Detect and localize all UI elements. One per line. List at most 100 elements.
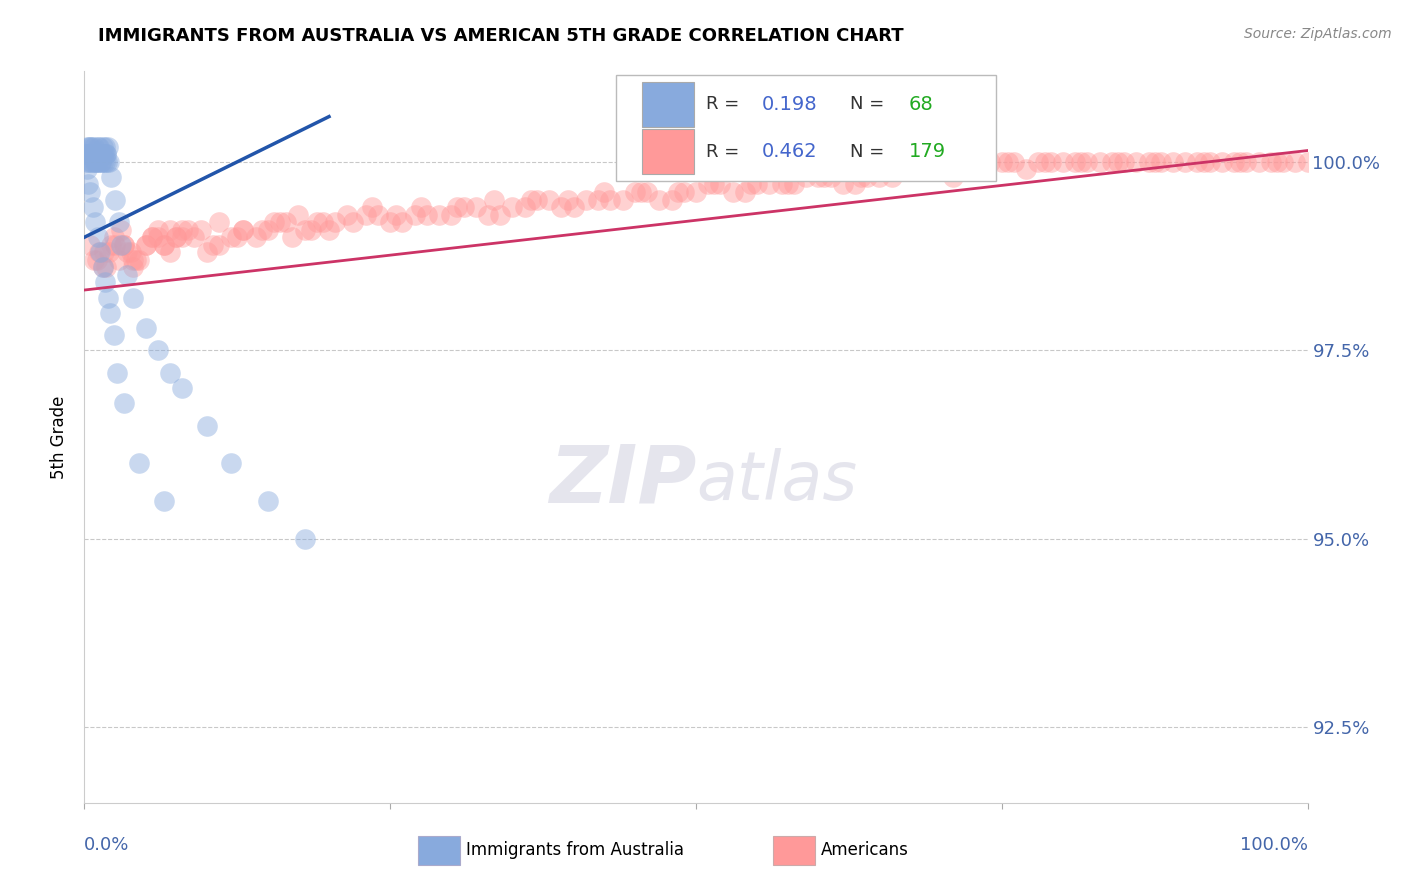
Point xyxy=(550,200,572,214)
Point xyxy=(257,494,280,508)
Point xyxy=(1265,154,1288,169)
Point xyxy=(165,230,187,244)
Point xyxy=(1272,154,1295,169)
Point xyxy=(100,169,122,184)
Text: 0.462: 0.462 xyxy=(762,142,818,161)
Point xyxy=(1101,154,1123,169)
Point xyxy=(82,147,104,161)
Point xyxy=(703,178,725,192)
Point xyxy=(991,154,1014,169)
Point xyxy=(76,140,98,154)
Point xyxy=(526,193,548,207)
Point xyxy=(1076,154,1098,169)
Point xyxy=(104,237,127,252)
Point xyxy=(299,223,322,237)
Point xyxy=(856,169,879,184)
Point xyxy=(122,260,145,275)
Point xyxy=(96,260,118,275)
Point xyxy=(80,154,103,169)
Point xyxy=(464,200,486,214)
Point xyxy=(153,494,176,508)
Point xyxy=(1070,154,1092,169)
Point xyxy=(146,230,169,244)
Point xyxy=(125,252,148,267)
Point xyxy=(86,252,108,267)
Point xyxy=(146,343,169,358)
Point xyxy=(93,147,115,161)
Point xyxy=(128,252,150,267)
Point xyxy=(208,215,231,229)
Point xyxy=(84,154,107,169)
Point xyxy=(232,223,254,237)
Point xyxy=(538,193,561,207)
Text: Americans: Americans xyxy=(821,841,908,859)
Point xyxy=(112,237,135,252)
Point xyxy=(257,223,280,237)
Point xyxy=(807,169,830,184)
Point xyxy=(758,178,780,192)
Point xyxy=(141,230,163,244)
Point xyxy=(575,193,598,207)
Point xyxy=(599,193,621,207)
Point xyxy=(146,223,169,237)
Point xyxy=(446,200,468,214)
Point xyxy=(380,215,402,229)
Point xyxy=(153,237,176,252)
Point xyxy=(183,230,205,244)
Point xyxy=(97,154,120,169)
Point xyxy=(709,178,731,192)
Point xyxy=(849,169,872,184)
Point xyxy=(94,154,117,169)
Text: Immigrants from Australia: Immigrants from Australia xyxy=(465,841,683,859)
Text: N =: N = xyxy=(851,143,884,161)
Point xyxy=(776,178,799,192)
Point xyxy=(128,457,150,471)
Point xyxy=(77,178,100,192)
Point xyxy=(100,237,122,252)
Point xyxy=(104,193,127,207)
Point xyxy=(323,215,346,229)
Point xyxy=(1028,154,1050,169)
Point xyxy=(409,200,432,214)
Point xyxy=(91,140,114,154)
Point xyxy=(172,223,194,237)
Point xyxy=(440,208,463,222)
Point xyxy=(942,169,965,184)
Point xyxy=(77,140,100,154)
Point xyxy=(630,185,652,199)
Point xyxy=(276,215,298,229)
Point xyxy=(404,208,426,222)
Point xyxy=(360,200,382,214)
FancyBboxPatch shape xyxy=(419,837,460,865)
Point xyxy=(1039,154,1062,169)
Point xyxy=(813,169,835,184)
Point xyxy=(1033,154,1056,169)
Point xyxy=(75,147,97,161)
Point xyxy=(83,140,105,154)
Point xyxy=(77,154,100,169)
Point xyxy=(269,215,291,229)
Point xyxy=(87,140,110,154)
Point xyxy=(312,215,335,229)
Point xyxy=(112,396,135,410)
Point xyxy=(97,245,120,260)
Point xyxy=(1088,154,1111,169)
Point xyxy=(245,230,267,244)
Point xyxy=(636,185,658,199)
Point xyxy=(342,215,364,229)
Point xyxy=(219,457,242,471)
Point xyxy=(453,200,475,214)
Point xyxy=(520,193,543,207)
Point xyxy=(281,230,304,244)
Point xyxy=(612,193,634,207)
Text: R =: R = xyxy=(706,95,740,113)
Point xyxy=(91,147,114,161)
Point xyxy=(76,162,98,177)
Point xyxy=(89,245,111,260)
Point xyxy=(195,418,218,433)
Point xyxy=(97,140,120,154)
Point xyxy=(83,154,105,169)
Point xyxy=(135,320,157,334)
Point xyxy=(91,154,114,169)
Point xyxy=(905,162,928,177)
